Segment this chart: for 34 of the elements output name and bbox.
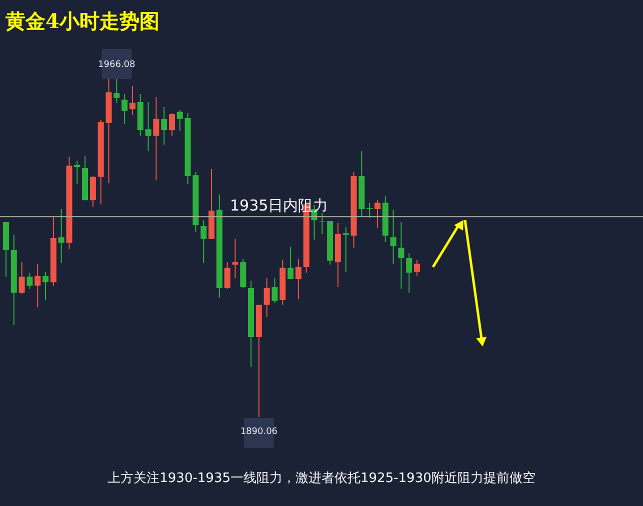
- candlestick: [58, 208, 64, 264]
- candlestick: [200, 220, 207, 264]
- candlestick: [42, 271, 49, 300]
- candlestick: [129, 85, 136, 116]
- candlestick: [398, 221, 404, 290]
- candlestick: [374, 200, 380, 228]
- candlestick: [176, 110, 183, 132]
- candlestick: [272, 278, 278, 304]
- candlestick: [122, 93, 128, 124]
- candlestick: [34, 263, 41, 308]
- candlestick: [414, 259, 420, 276]
- candlestick: [18, 262, 25, 294]
- candlestick: [145, 101, 152, 152]
- candlestick: [319, 212, 326, 234]
- candlestick: [295, 258, 302, 300]
- candlestick: [161, 106, 168, 146]
- text: 上方关注1930-1935一线阻力，激进者依托1925-1930附近阻力提前做空: [108, 470, 536, 486]
- candlestick: [288, 246, 294, 280]
- candlestick: [390, 209, 396, 264]
- chart-title: 黄金4小时走势图: [4, 9, 160, 33]
- candlestick: [168, 112, 175, 136]
- ref-line-label: 1935日内阻力: [230, 196, 328, 215]
- candlestick: [232, 238, 238, 279]
- candlestick: [406, 252, 412, 294]
- annotation: 1966.08: [98, 60, 136, 70]
- candlestick: [366, 202, 373, 218]
- candlestick: [264, 278, 270, 318]
- candlestick: [114, 78, 120, 104]
- candlestick: [224, 262, 230, 290]
- candlestick: [153, 96, 160, 181]
- candlestick: [342, 226, 349, 272]
- candlestick: [26, 272, 33, 290]
- candlestick: [90, 176, 96, 208]
- annotation: 1890.06: [240, 427, 278, 437]
